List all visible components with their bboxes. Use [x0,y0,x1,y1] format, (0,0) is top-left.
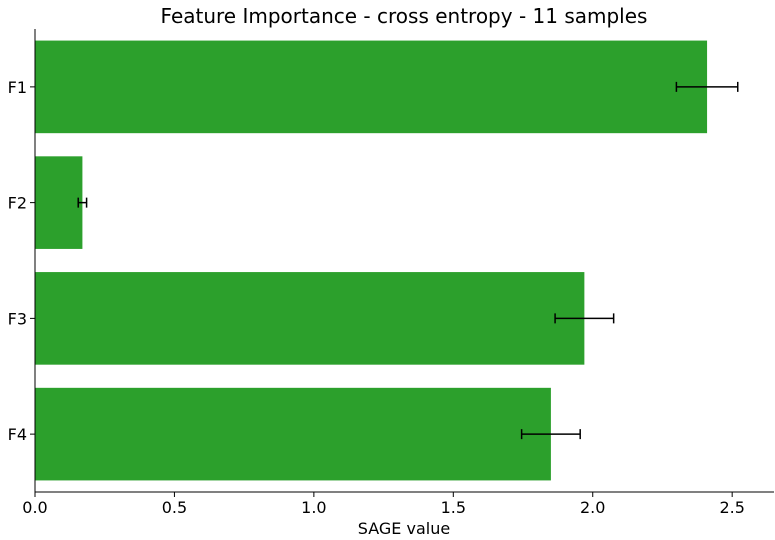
chart-title: Feature Importance - cross entropy - 11 … [161,4,648,28]
x-axis-label: SAGE value [358,519,450,538]
x-tick-label: 0.0 [22,498,47,517]
x-axis-ticks: 0.0 0.5 1.0 1.5 2.0 2.5 [22,492,745,517]
y-tick-label-f2: F2 [8,194,27,213]
error-bar-f3 [554,313,615,324]
bar-f2 [35,156,83,249]
error-bar-f1 [675,81,739,92]
x-tick-label: 1.5 [441,498,466,517]
bars-group [35,40,708,481]
y-tick-label-f4: F4 [8,425,27,444]
error-bar-f2 [77,197,88,208]
bar-f4 [35,387,551,481]
y-tick-label-f3: F3 [8,309,27,328]
error-bars-group [77,81,739,440]
error-bar-f4 [520,429,581,440]
y-tick-label-f1: F1 [8,78,27,97]
bar-f3 [35,272,585,365]
x-tick-label: 1.0 [301,498,326,517]
y-axis-ticks: F1 F2 F3 F4 [8,78,35,444]
x-tick-label: 2.0 [580,498,605,517]
bar-f1 [35,40,708,134]
x-tick-label: 0.5 [162,498,187,517]
x-tick-label: 2.5 [719,498,744,517]
